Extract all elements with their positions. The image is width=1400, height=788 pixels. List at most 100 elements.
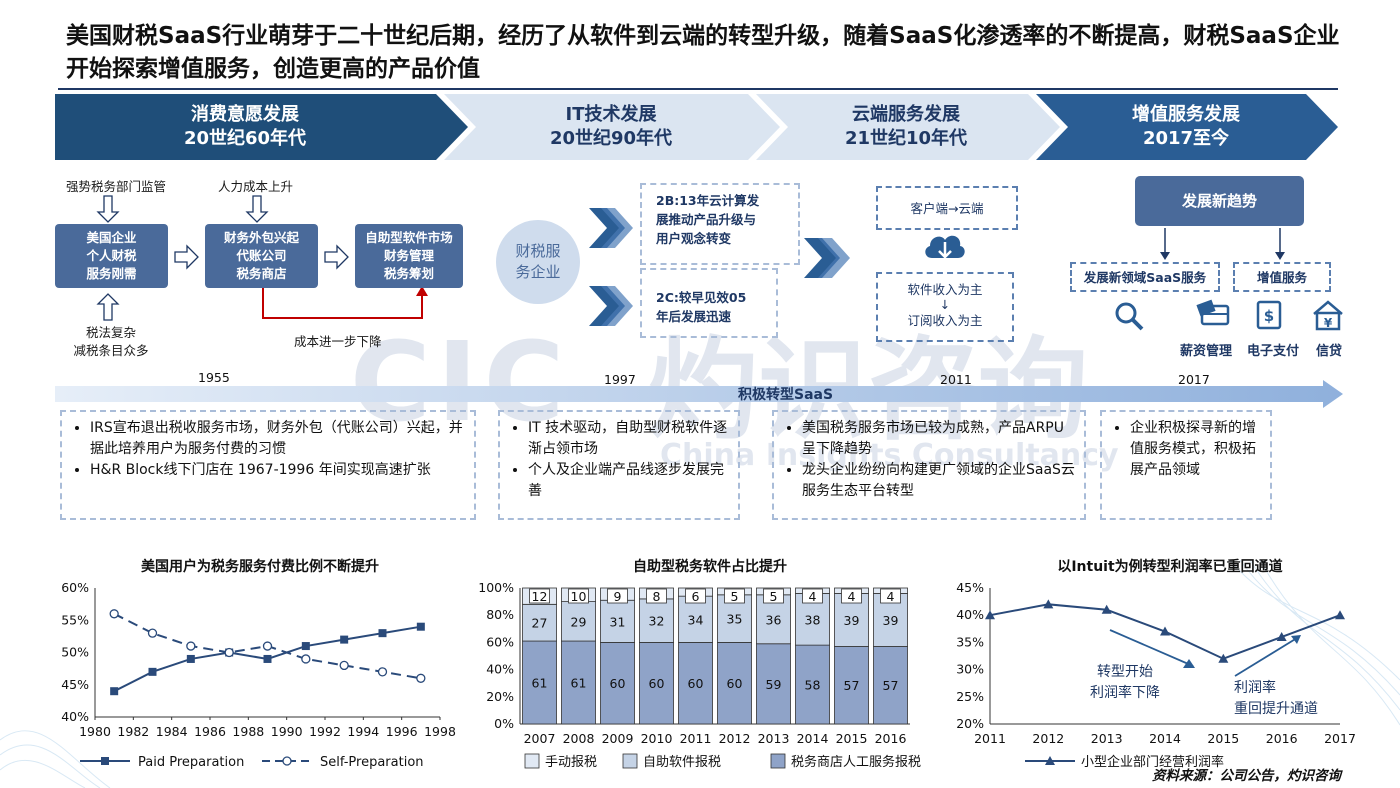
box-new-trend: 发展新趋势 bbox=[1135, 176, 1304, 226]
chart3-point bbox=[1218, 653, 1229, 663]
chart1-xtick: 1990 bbox=[271, 724, 303, 739]
annotation-margin-recover: 利润率 重回提升通道 bbox=[1234, 680, 1318, 717]
chart2-xtick: 2014 bbox=[797, 731, 829, 746]
chart2-data-label: 59 bbox=[766, 677, 782, 692]
chart2-top-label-box bbox=[607, 588, 628, 604]
stage-3-title: 云端服务发展 bbox=[852, 104, 960, 125]
chart3-point bbox=[1101, 604, 1112, 614]
chart2-ytick: 80% bbox=[486, 607, 514, 622]
chart1-xtick: 1980 bbox=[79, 724, 111, 739]
desc-box-2: IT 技术驱动，自助型财税软件逐渐占领市场 个人及企业端产品线逐步发展完善 bbox=[498, 410, 740, 520]
chart1-xtick: 1982 bbox=[117, 724, 149, 739]
stage-chevrons bbox=[55, 94, 1338, 160]
headline: 美国财税SaaS行业萌芽于二十世纪后期，经历了从软件到云端的转型升级，随着Saa… bbox=[66, 23, 1340, 82]
chart1-ytick: 60% bbox=[61, 580, 89, 595]
chart3-annotation-arrow-up bbox=[1234, 637, 1298, 677]
chart2-data-label: 61 bbox=[532, 676, 548, 691]
chart1-point-self bbox=[377, 667, 388, 677]
stage-chevron-2 bbox=[444, 94, 780, 160]
chart1-point-self bbox=[109, 609, 119, 619]
chart2-title: 自助型税务软件占比提升 bbox=[633, 559, 787, 575]
chart1-legend-self: Self-Preparation bbox=[320, 755, 424, 770]
chart2-data-label: 9 bbox=[614, 589, 622, 604]
chart3-point bbox=[1043, 599, 1054, 609]
chart1-ytick: 45% bbox=[61, 677, 89, 692]
chart2-data-label: 60 bbox=[610, 676, 626, 691]
house-yen-icon: ¥ bbox=[1313, 300, 1343, 331]
chart2-xtick: 2012 bbox=[719, 731, 751, 746]
chart1-point-paid bbox=[148, 667, 157, 676]
chart2-xtick: 2013 bbox=[758, 731, 790, 746]
chart3-annotation-arrowhead-up bbox=[1291, 635, 1301, 644]
dollar-doc-icon: $ bbox=[1256, 300, 1282, 330]
chart2-legend-swatch bbox=[770, 753, 786, 769]
chart2-bar-segment bbox=[639, 598, 674, 643]
stage-chevron-3 bbox=[756, 94, 1060, 160]
chart2-data-label: 27 bbox=[532, 616, 548, 631]
chart3-legend-label: 小型企业部门经营利润率 bbox=[1081, 754, 1224, 770]
chart3-point bbox=[1160, 626, 1170, 636]
chart3-point bbox=[1276, 631, 1287, 641]
watermark-logo: CIC bbox=[350, 318, 571, 446]
chart2-data-label: 29 bbox=[571, 614, 587, 629]
chart1-point-paid bbox=[301, 642, 310, 651]
chart1-legend-self-marker bbox=[282, 756, 292, 766]
label-cost-drop: 成本进一步下降 bbox=[294, 334, 382, 349]
box-new-saas: 发展新领域SaaS服务 bbox=[1070, 262, 1220, 292]
chart3-line: 20% 25% 30% 35% 40% 45% 2011 2012 2013 2014 2015 20… bbox=[956, 580, 1355, 770]
box-client-to-cloud: 客户端→云端 bbox=[876, 186, 1018, 230]
chart1-point-paid bbox=[416, 622, 425, 631]
box-self-service: 自助型软件市场 财务管理 税务筹划 bbox=[355, 224, 463, 288]
desc-box-1: IRS宣布退出税收服务市场，财务外包（代账公司）兴起，并据此培养用户为服务付费的… bbox=[60, 410, 476, 520]
stage-1: 消费意愿发展 20世纪60年代 bbox=[55, 94, 435, 160]
chart2-ytick: 20% bbox=[486, 689, 514, 704]
chart1-point-self bbox=[301, 654, 311, 664]
chart1-point-paid bbox=[110, 687, 119, 696]
chart2-legend-label: 税务商店人工服务报税 bbox=[791, 754, 921, 770]
watermark-en: China Insights Consultancy bbox=[660, 438, 1119, 473]
chart1-legend-paid: Paid Preparation bbox=[138, 755, 244, 770]
source-note: 资料来源：公司公告，灼识咨询 bbox=[1152, 768, 1341, 784]
stage-4-period: 2017至今 bbox=[1142, 128, 1230, 149]
chart2-top-label-box bbox=[802, 588, 823, 604]
desc-box-3: 美国税务服务市场已较为成熟，产品ARPU呈下降趋势 龙头企业纷纷向构建更广领域的… bbox=[772, 410, 1086, 520]
chart2-top-label-box bbox=[724, 588, 745, 604]
box-2b: 2B:13年云计算发 展推动产品升级与 用户观念转变 bbox=[640, 183, 800, 265]
chart2-data-label: 57 bbox=[844, 678, 860, 693]
stage-3-period: 21世纪10年代 bbox=[844, 128, 968, 149]
stage-4-title: 增值服务发展 bbox=[1132, 104, 1240, 125]
timeline-arrow bbox=[55, 380, 1343, 408]
chart1-legend-paid-marker bbox=[101, 757, 109, 765]
chart2-bar-segment bbox=[600, 599, 635, 643]
desc-1-item-2: H&R Block线下门店在 1967-1996 年间实现高速扩张 bbox=[90, 460, 466, 481]
chart3-annotation-arrow-down bbox=[1109, 629, 1194, 667]
chart2-xtick: 2016 bbox=[875, 731, 907, 746]
chart1-point-paid bbox=[186, 654, 195, 663]
chart3-ytick: 30% bbox=[956, 662, 984, 677]
chart2-data-label: 12 bbox=[532, 589, 548, 604]
chart1-point-self bbox=[224, 647, 234, 658]
label-credit: 信贷 bbox=[1316, 344, 1343, 359]
chart2-top-label-box bbox=[568, 588, 589, 604]
chart1-xtick: 1992 bbox=[309, 724, 341, 739]
chart2-data-label: 4 bbox=[887, 589, 895, 604]
desc-2-item-2: 个人及企业端产品线逐步发展完善 bbox=[528, 460, 730, 502]
box-outsourcing: 财务外包兴起 代账公司 税务商店 bbox=[205, 224, 318, 288]
chart2-data-label: 61 bbox=[571, 676, 587, 691]
wallet-icon bbox=[1196, 299, 1230, 326]
stage4-icons: $ ¥ bbox=[1115, 299, 1343, 331]
cloud-download-icon bbox=[925, 235, 965, 259]
chart2-top-label-box bbox=[841, 588, 862, 604]
chart1-xtick: 1984 bbox=[156, 724, 188, 739]
magnifier-icon bbox=[1115, 302, 1144, 331]
stage4-arrows bbox=[1160, 228, 1285, 260]
chart2-top-label-box bbox=[646, 588, 667, 604]
chart1-ytick: 50% bbox=[61, 645, 89, 660]
chart3-ytick: 20% bbox=[956, 716, 984, 731]
stage-1-title: 消费意愿发展 bbox=[191, 104, 299, 125]
chart2-xtick: 2015 bbox=[836, 731, 868, 746]
chart1-ytick: 55% bbox=[61, 612, 89, 627]
chart2-data-label: 6 bbox=[692, 589, 700, 604]
svg-text:$: $ bbox=[1264, 307, 1274, 325]
chart1-title: 美国用户为税务服务付费比例不断提升 bbox=[141, 559, 379, 575]
